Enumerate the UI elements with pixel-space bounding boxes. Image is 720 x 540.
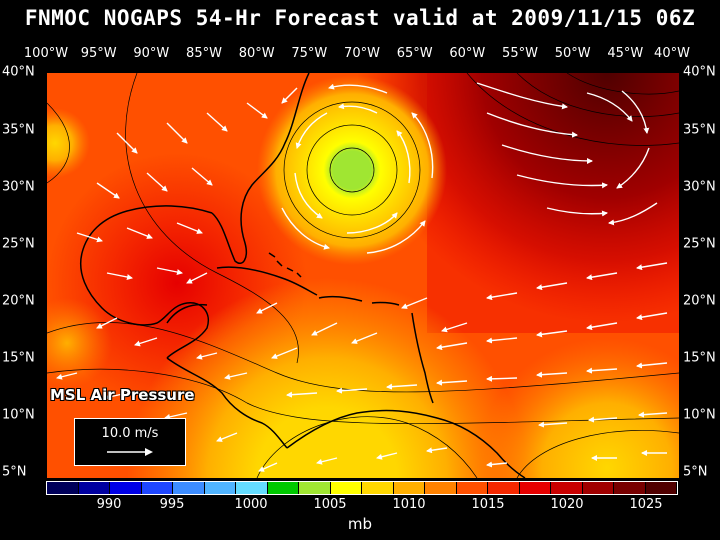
colorbar-segment bbox=[47, 482, 79, 494]
colorbar-segment bbox=[173, 482, 205, 494]
colorbar-segment bbox=[110, 482, 142, 494]
chart-title: FNMOC NOGAPS 54-Hr Forecast valid at 200… bbox=[24, 6, 696, 30]
colorbar-segment bbox=[456, 482, 488, 494]
colorbar-segment bbox=[645, 482, 677, 494]
lon-label: 65°W bbox=[396, 46, 433, 61]
lon-label: 55°W bbox=[502, 46, 538, 61]
colorbar-segment bbox=[362, 482, 394, 494]
lat-label: 10°N bbox=[2, 407, 35, 423]
colorbar-segment bbox=[425, 482, 457, 494]
lat-label: 20°N bbox=[2, 293, 35, 309]
lat-label: 30°N bbox=[2, 179, 35, 195]
colorbar-segment bbox=[299, 482, 331, 494]
colorbar-segment bbox=[141, 482, 173, 494]
field-label: MSL Air Pressure bbox=[50, 386, 195, 404]
colorbar-tick-label: 995 bbox=[159, 497, 185, 512]
colorbar-segment bbox=[582, 482, 614, 494]
colorbar bbox=[46, 481, 678, 495]
lat-label: 25°N bbox=[683, 236, 716, 252]
reference-arrow-icon bbox=[107, 448, 153, 456]
lon-label: 70°W bbox=[344, 46, 380, 61]
lon-label: 80°W bbox=[238, 46, 275, 61]
lat-label: 35°N bbox=[683, 122, 716, 138]
lon-label: 40°W bbox=[654, 46, 690, 61]
lon-label: 90°W bbox=[133, 46, 170, 61]
colorbar-tick-label: 1005 bbox=[313, 497, 347, 512]
colorbar-segment bbox=[267, 482, 299, 494]
colorbar-tick-label: 1010 bbox=[392, 497, 426, 512]
lat-label: 15°N bbox=[2, 350, 35, 366]
colorbar-tick-label: 1020 bbox=[550, 497, 584, 512]
lon-label: 100°W bbox=[23, 46, 69, 61]
colorbar-segment bbox=[393, 482, 425, 494]
vector-reference-label: 10.0 m/s bbox=[101, 426, 159, 441]
lon-label: 50°W bbox=[554, 46, 591, 61]
colorbar-segment bbox=[330, 482, 362, 494]
lat-label: 30°N bbox=[683, 179, 716, 195]
colorbar-segment bbox=[614, 482, 646, 494]
colorbar-segment bbox=[204, 482, 236, 494]
colorbar-tick-label: 1000 bbox=[234, 497, 268, 512]
colorbar-tick-label: 1025 bbox=[629, 497, 663, 512]
colorbar-segment bbox=[488, 482, 520, 494]
lat-label: 5°N bbox=[2, 464, 27, 480]
colorbar-segment bbox=[551, 482, 583, 494]
lon-label: 75°W bbox=[291, 46, 328, 61]
lon-label: 85°W bbox=[186, 46, 222, 61]
lon-label: 95°W bbox=[80, 46, 117, 61]
lat-label: 15°N bbox=[683, 350, 716, 366]
lat-label: 25°N bbox=[2, 236, 35, 252]
colorbar-tick-label: 1015 bbox=[471, 497, 505, 512]
lat-label: 20°N bbox=[683, 293, 716, 309]
lon-label: 45°W bbox=[607, 46, 644, 61]
colorbar-segment bbox=[78, 482, 110, 494]
lat-label: 40°N bbox=[683, 64, 716, 80]
lat-label: 35°N bbox=[2, 122, 35, 138]
colorbar-segment bbox=[236, 482, 268, 494]
lat-label: 5°N bbox=[683, 464, 708, 480]
vector-reference-box: 10.0 m/s bbox=[74, 418, 186, 466]
lat-label: 10°N bbox=[683, 407, 716, 423]
colorbar-tick-label: 990 bbox=[96, 497, 122, 512]
pressure-map bbox=[46, 72, 680, 479]
lat-label: 40°N bbox=[2, 64, 35, 80]
lon-label: 60°W bbox=[449, 46, 486, 61]
colorbar-segment bbox=[519, 482, 551, 494]
colorbar-unit: mb bbox=[347, 515, 373, 533]
